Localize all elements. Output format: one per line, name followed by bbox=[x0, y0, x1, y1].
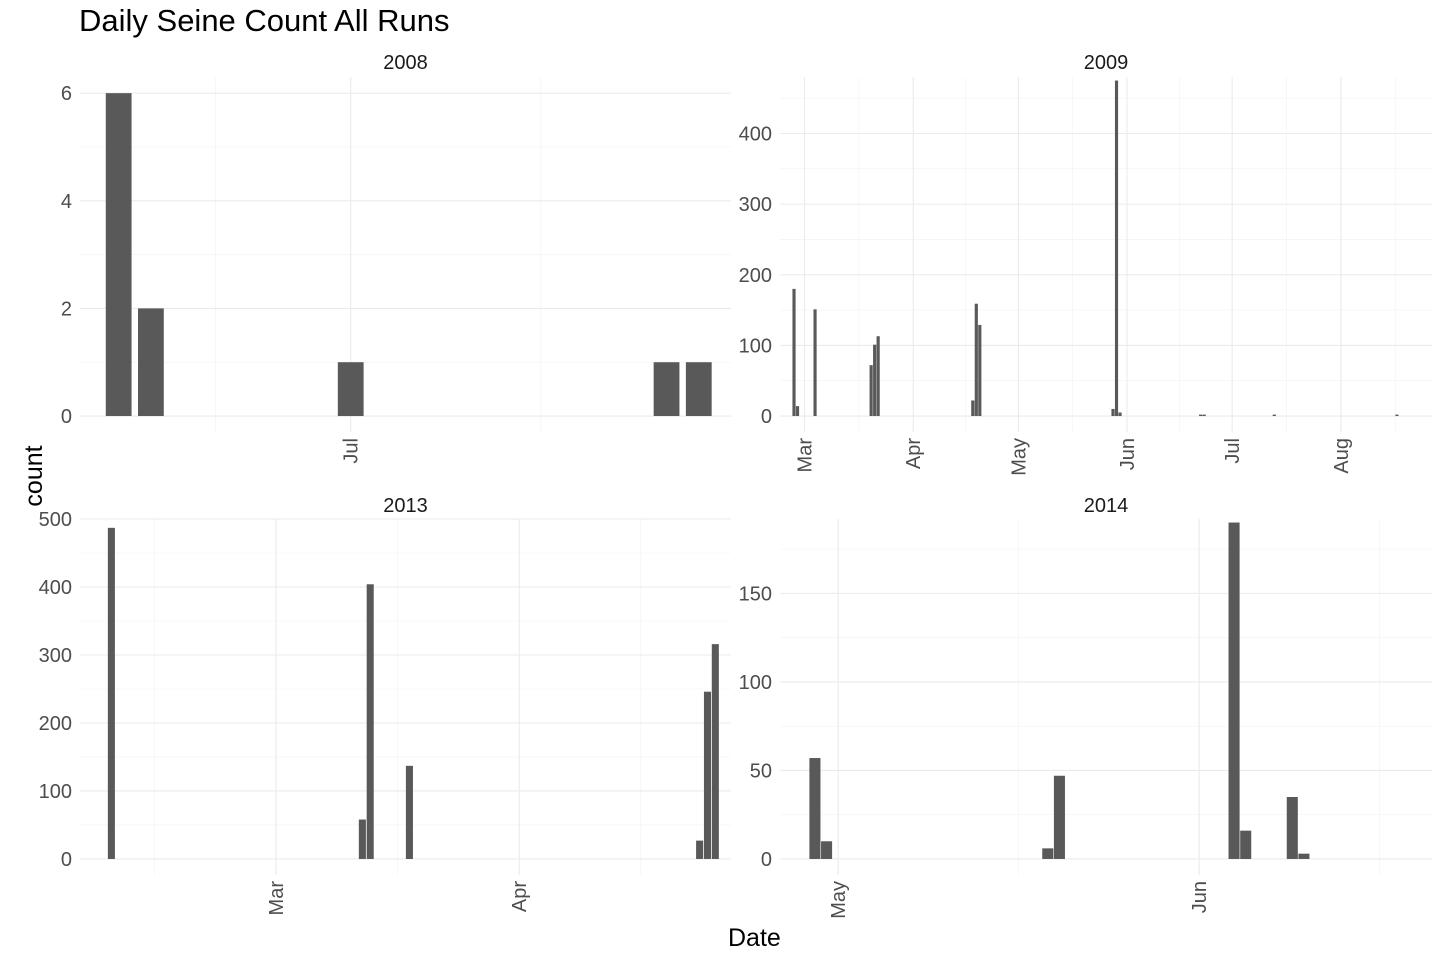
bar bbox=[1199, 414, 1203, 417]
x-tick-label: Apr bbox=[903, 438, 925, 469]
bar bbox=[138, 308, 164, 417]
bar bbox=[1228, 522, 1240, 859]
bar bbox=[703, 691, 711, 859]
bar bbox=[653, 362, 680, 417]
y-tick-label: 100 bbox=[739, 335, 772, 357]
x-tick-label: Jun bbox=[1117, 438, 1139, 470]
facet-panel-2009: 0 100 200 300 400 Mar Apr May Jun Jul Aug 2009 bbox=[739, 52, 1432, 476]
y-tick-label: 400 bbox=[739, 124, 772, 146]
bar bbox=[792, 288, 796, 417]
bar bbox=[1286, 797, 1298, 859]
y-tick-label: 0 bbox=[61, 849, 72, 871]
bar bbox=[1240, 830, 1252, 859]
bar bbox=[1114, 80, 1119, 417]
chart-title: Daily Seine Count All Runs bbox=[79, 3, 450, 38]
x-tick-label: Aug bbox=[1331, 438, 1353, 474]
bar bbox=[711, 644, 719, 859]
y-tick-label: 0 bbox=[761, 849, 772, 871]
bar bbox=[1202, 414, 1206, 417]
y-tick-label: 400 bbox=[39, 577, 72, 599]
bar bbox=[105, 93, 132, 417]
y-tick-label: 6 bbox=[61, 83, 72, 105]
bar bbox=[1272, 414, 1276, 417]
y-tick-label: 100 bbox=[739, 672, 772, 694]
bar bbox=[974, 303, 978, 417]
bar bbox=[696, 840, 704, 859]
y-tick-label: 4 bbox=[61, 191, 72, 213]
x-tick-label: Mar bbox=[795, 438, 817, 473]
bar bbox=[1111, 408, 1115, 417]
y-tick-label: 100 bbox=[39, 781, 72, 803]
x-axis-label: Date bbox=[728, 924, 781, 952]
y-tick-label: 200 bbox=[39, 713, 72, 735]
bar bbox=[795, 406, 800, 417]
bar bbox=[107, 527, 115, 859]
bar bbox=[813, 309, 817, 417]
y-tick-label: 2 bbox=[61, 298, 72, 320]
bar bbox=[337, 362, 364, 417]
x-tick-label: Jul bbox=[1222, 438, 1244, 464]
y-tick-label: 500 bbox=[39, 509, 72, 531]
facet-strip-label: 2014 bbox=[1084, 495, 1129, 517]
x-tick-label: Apr bbox=[509, 881, 531, 912]
x-tick-label: May bbox=[828, 881, 850, 919]
bar bbox=[1298, 853, 1310, 859]
y-tick-label: 300 bbox=[39, 645, 72, 667]
bar bbox=[873, 344, 877, 417]
x-tick-label: Jun bbox=[1189, 881, 1211, 913]
bar bbox=[405, 765, 413, 859]
bar bbox=[809, 758, 821, 859]
bar bbox=[869, 365, 873, 417]
bar bbox=[971, 400, 975, 417]
facet-panel-2014: 0 50 100 150 May Jun 2014 bbox=[739, 495, 1432, 919]
y-tick-label: 0 bbox=[761, 406, 772, 428]
x-tick-label: Mar bbox=[266, 881, 288, 916]
x-tick-label: Jul bbox=[341, 438, 363, 464]
y-tick-label: 150 bbox=[739, 583, 772, 605]
facet-strip-label: 2008 bbox=[383, 52, 428, 74]
bar bbox=[978, 324, 982, 417]
facet-strip-label: 2009 bbox=[1084, 52, 1129, 74]
y-tick-label: 200 bbox=[739, 265, 772, 287]
bar bbox=[685, 362, 712, 417]
bar bbox=[821, 841, 833, 859]
y-tick-label: 300 bbox=[739, 194, 772, 216]
bar bbox=[358, 819, 366, 859]
bar bbox=[1042, 848, 1054, 859]
bar bbox=[1118, 412, 1122, 417]
bar bbox=[1053, 775, 1065, 859]
facet-strip-label: 2013 bbox=[383, 495, 428, 517]
y-tick-label: 0 bbox=[61, 406, 72, 428]
facet-panel-2013: 0 100 200 300 400 500 Mar Apr 2013 bbox=[39, 495, 731, 915]
y-tick-label: 50 bbox=[750, 760, 772, 782]
facet-panel-2008: 0 2 4 6 Jul 2008 bbox=[61, 52, 731, 464]
bar bbox=[1395, 414, 1399, 417]
bar bbox=[876, 336, 880, 417]
bar bbox=[366, 584, 374, 859]
x-tick-label: May bbox=[1008, 438, 1030, 476]
